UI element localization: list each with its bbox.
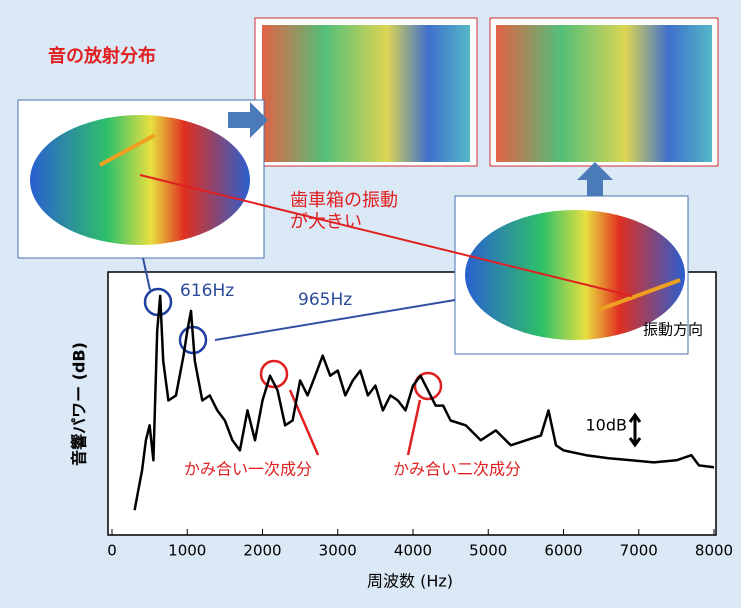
fem-image	[30, 115, 250, 245]
annotation: かみ合い二次成分	[393, 460, 521, 479]
title: 音の放射分布	[48, 45, 156, 67]
radiation-image	[496, 25, 712, 162]
x-tick-label: 7000	[620, 542, 658, 560]
x-tick-label: 8000	[695, 542, 733, 560]
x-axis-label: 周波数 (Hz)	[367, 572, 453, 591]
annotation: 616Hz	[180, 281, 234, 301]
radiation-image	[262, 25, 470, 162]
x-tick-label: 4000	[394, 542, 432, 560]
scale-bar-label: 10dB	[586, 416, 628, 435]
x-tick-label: 5000	[469, 542, 507, 560]
page: {"chart_data":{"type":"line","title":"音の…	[0, 0, 741, 608]
x-tick-label: 6000	[544, 542, 582, 560]
x-tick-label: 1000	[168, 542, 206, 560]
x-tick-label: 2000	[243, 542, 281, 560]
x-tick-label: 0	[107, 542, 117, 560]
x-tick-label: 3000	[319, 542, 357, 560]
annotation: 965Hz	[298, 290, 352, 310]
chart: 音の放射分布 歯車箱の振動が大きい 616Hz 965Hz かみ合い一次成分 か…	[0, 0, 741, 608]
y-axis-label: 音響パワー (dB)	[70, 342, 89, 466]
annotation: 振動方向	[643, 321, 703, 339]
annotation: かみ合い一次成分	[184, 460, 312, 479]
